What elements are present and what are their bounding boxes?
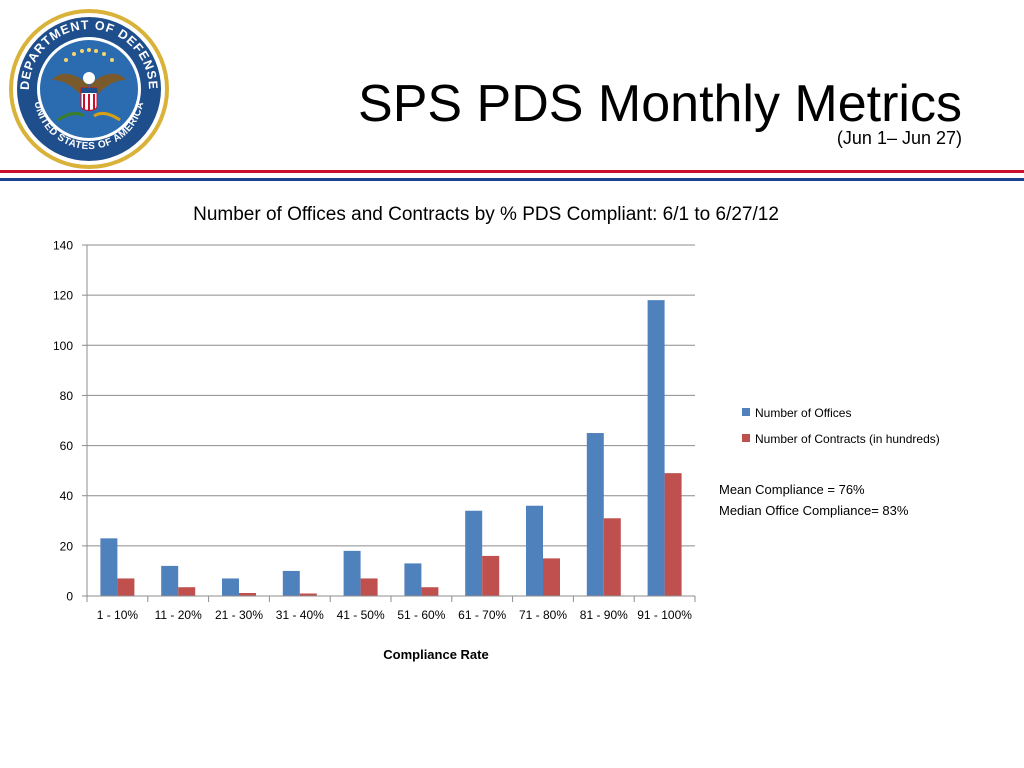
x-tick-label: 11 - 20%	[155, 608, 202, 622]
x-tick-label: 81 - 90%	[580, 608, 628, 622]
eagle-left-wing	[52, 73, 89, 94]
bar-contracts	[543, 558, 560, 596]
x-axis-label: Compliance Rate	[383, 647, 488, 662]
bar-contracts	[360, 578, 378, 596]
arrows-right	[93, 111, 121, 122]
bar-contracts	[299, 593, 317, 596]
x-axis-ticks: 1 - 10% 11 - 20% 21 - 30% 31 - 40% 41 - 50% 5…	[86, 596, 696, 622]
bar-contracts	[664, 473, 682, 596]
page-title: SPS PDS Monthly Metrics	[358, 75, 962, 133]
chart-axes	[86, 245, 695, 597]
legend-swatch	[742, 434, 750, 442]
page-subtitle: (Jun 1– Jun 27)	[836, 128, 962, 148]
y-tick-label: 40	[60, 489, 74, 503]
shield-chief	[81, 88, 97, 93]
bar-contracts	[239, 592, 256, 596]
seal-stars	[64, 48, 114, 62]
bar-offices	[282, 570, 300, 596]
laurel-left	[57, 111, 85, 122]
y-tick-label: 20	[60, 539, 74, 553]
divider-red	[0, 170, 1024, 173]
y-tick-label: 140	[53, 239, 73, 253]
y-tick-label: 60	[60, 439, 74, 453]
bar-offices	[404, 563, 422, 596]
x-tick-label: 91 - 100%	[637, 608, 692, 622]
bar-offices	[161, 565, 179, 596]
bar-offices	[647, 300, 665, 596]
shield-stripes	[83, 94, 95, 111]
bar-contracts	[178, 587, 196, 596]
compliance-notes: Mean Compliance = 76% Median Office Comp…	[719, 479, 908, 521]
legend-label: Number of Offices	[755, 406, 851, 420]
bar-offices	[222, 578, 239, 596]
bar-offices	[465, 510, 483, 596]
dod-seal-logo: DEPARTMENT OF DEFENSE UNITED STATES OF A…	[9, 9, 169, 169]
median-compliance-text: Median Office Compliance= 83%	[719, 503, 909, 518]
chart-bars	[100, 300, 682, 596]
bar-offices	[586, 433, 604, 596]
legend-label: Number of Contracts (in hundreds)	[755, 432, 940, 446]
bar-contracts	[421, 587, 439, 596]
y-tick-label: 100	[53, 339, 73, 353]
chart-legend: Number of Offices Number of Contracts (in…	[742, 406, 940, 446]
compliance-bar-chart: Number of Offices and Contracts by % PDS…	[53, 204, 940, 662]
mean-compliance-text: Mean Compliance = 76%	[719, 482, 865, 497]
bar-offices	[343, 550, 361, 596]
divider-blue	[0, 178, 1024, 181]
bar-contracts	[603, 518, 621, 596]
y-tick-label: 120	[53, 289, 73, 303]
x-tick-label: 51 - 60%	[397, 608, 445, 622]
eagle-head	[83, 72, 95, 84]
x-tick-label: 1 - 10%	[97, 608, 139, 622]
y-tick-label: 0	[66, 590, 73, 604]
eagle-right-wing	[89, 73, 126, 94]
y-axis-ticks: 0 20 40 60 80 100 120 140	[53, 239, 87, 604]
x-tick-label: 41 - 50%	[337, 608, 385, 622]
x-tick-label: 21 - 30%	[215, 608, 263, 622]
bar-contracts	[482, 555, 500, 596]
bar-contracts	[117, 578, 135, 596]
y-tick-label: 80	[60, 389, 74, 403]
bar-offices	[100, 538, 118, 596]
x-tick-label: 31 - 40%	[276, 608, 324, 622]
x-tick-label: 71 - 80%	[519, 608, 567, 622]
x-tick-label: 61 - 70%	[458, 608, 506, 622]
bar-offices	[526, 505, 543, 596]
chart-title: Number of Offices and Contracts by % PDS…	[193, 204, 779, 225]
legend-swatch	[742, 408, 750, 416]
